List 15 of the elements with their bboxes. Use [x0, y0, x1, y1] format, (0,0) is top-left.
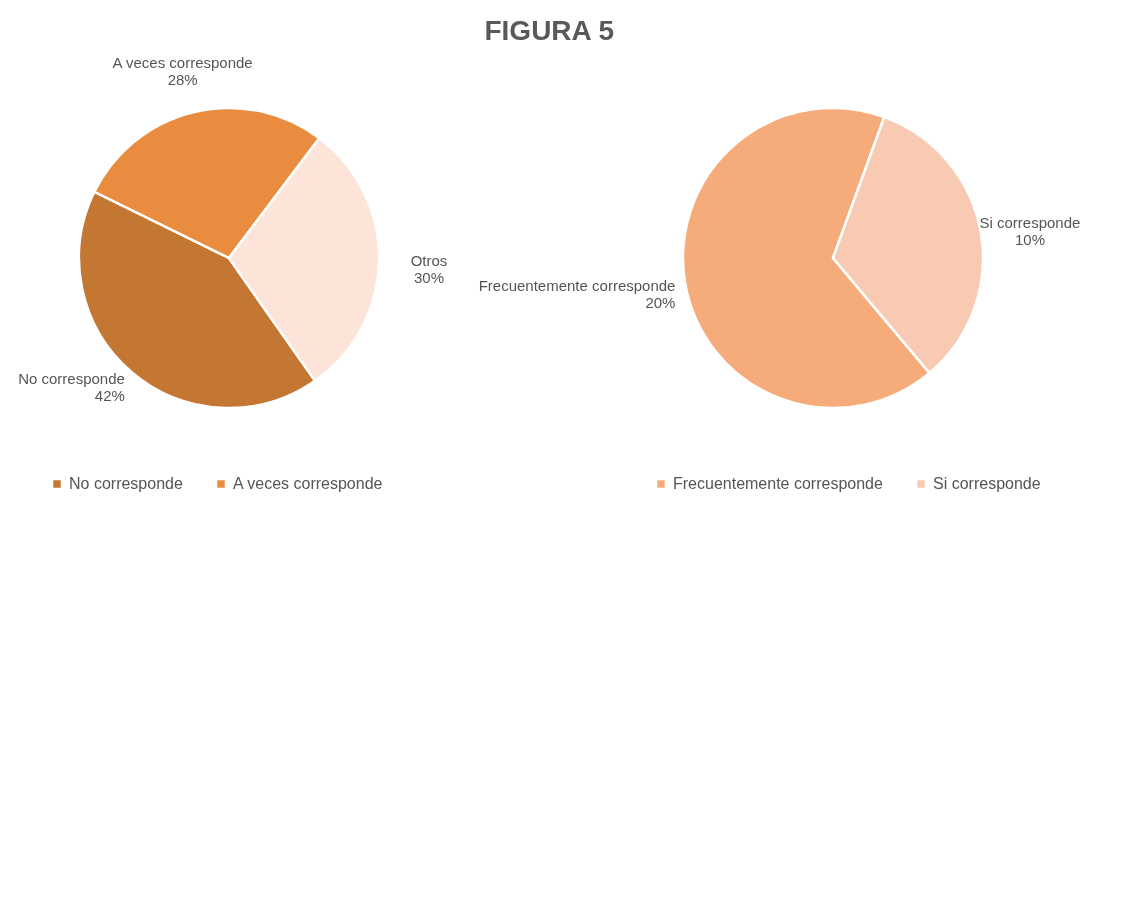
slice-label: Otros: [410, 252, 448, 270]
data-label: 20%: [645, 293, 676, 311]
legend-label: A veces corresponde: [233, 475, 383, 492]
data-label: 28%: [167, 71, 198, 89]
slice-label: No corresponde: [18, 370, 125, 388]
slice-label: Frecuentemente corresponde: [478, 276, 676, 294]
data-label: 30%: [413, 269, 444, 287]
legend-label: Si corresponde: [933, 475, 1041, 492]
slice-label: Si corresponde: [979, 214, 1081, 232]
text: FIGURA 5: [484, 15, 615, 47]
data-label: 10%: [1014, 231, 1045, 249]
data-label: 42%: [94, 387, 125, 405]
legend-label: No corresponde: [69, 475, 183, 492]
slice-label: A veces corresponde: [112, 54, 253, 72]
legend-label: Frecuentemente corresponde: [673, 475, 883, 492]
